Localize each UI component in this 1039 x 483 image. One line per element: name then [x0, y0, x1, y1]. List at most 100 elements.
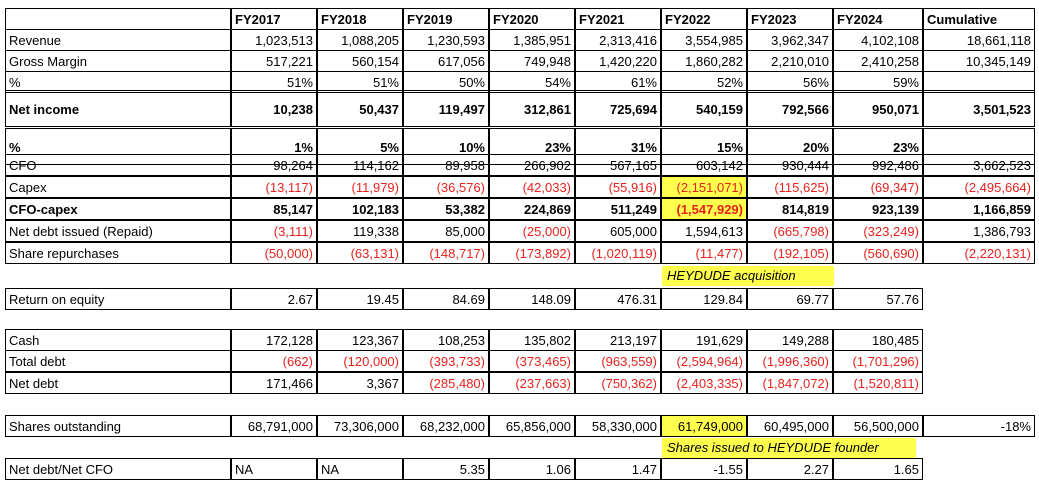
table-cell[interactable]: NA	[317, 458, 403, 480]
table-cell[interactable]: 560,154	[317, 50, 403, 72]
table-cell[interactable]: 123,367	[317, 329, 403, 351]
table-cell[interactable]: (750,362)	[575, 372, 661, 394]
table-cell[interactable]: 4,102,108	[833, 29, 923, 51]
table-cell[interactable]: (173,892)	[489, 242, 575, 264]
table-cell[interactable]: 312,861	[489, 90, 575, 127]
table-cell[interactable]: 923,139	[833, 198, 923, 220]
table-cell[interactable]: 3,662,523	[923, 154, 1035, 176]
row-label[interactable]: Cash	[5, 329, 231, 351]
table-cell[interactable]: (11,477)	[661, 242, 747, 264]
table-cell[interactable]: 1,088,205	[317, 29, 403, 51]
table-cell[interactable]: (50,000)	[231, 242, 317, 264]
table-cell[interactable]: 567,165	[575, 154, 661, 176]
table-cell[interactable]: -18%	[923, 415, 1035, 437]
table-cell[interactable]: 1.47	[575, 458, 661, 480]
table-cell[interactable]: (1,701,296)	[833, 350, 923, 372]
table-cell[interactable]: (323,249)	[833, 220, 923, 242]
table-cell[interactable]: 172,128	[231, 329, 317, 351]
column-header-fy2018[interactable]: FY2018	[317, 8, 403, 30]
table-cell[interactable]: (120,000)	[317, 350, 403, 372]
table-cell[interactable]: 3,962,347	[747, 29, 833, 51]
row-label[interactable]: Shares outstanding	[5, 415, 231, 437]
table-cell[interactable]: 129.84	[661, 288, 747, 310]
table-cell[interactable]: (115,625)	[747, 176, 833, 198]
row-label[interactable]: Return on equity	[5, 288, 231, 310]
table-cell[interactable]: 58,330,000	[575, 415, 661, 437]
table-cell[interactable]: 1,860,282	[661, 50, 747, 72]
row-label[interactable]: CFO-capex	[5, 198, 231, 220]
table-cell[interactable]: -1.55	[661, 458, 747, 480]
row-label[interactable]: %	[5, 128, 231, 165]
table-cell[interactable]: 23%	[489, 128, 575, 165]
table-cell[interactable]: 10,345,149	[923, 50, 1035, 72]
row-label[interactable]: Net debt/Net CFO	[5, 458, 231, 480]
table-cell[interactable]: (2,495,664)	[923, 176, 1035, 198]
table-cell[interactable]: 56%	[747, 71, 833, 93]
table-cell[interactable]: 792,566	[747, 90, 833, 127]
table-cell[interactable]: 2.67	[231, 288, 317, 310]
table-cell[interactable]: (560,690)	[833, 242, 923, 264]
table-cell[interactable]: 20%	[747, 128, 833, 165]
table-cell[interactable]: (13,117)	[231, 176, 317, 198]
table-cell[interactable]: (963,559)	[575, 350, 661, 372]
table-cell[interactable]: 930,444	[747, 154, 833, 176]
table-cell[interactable]: (192,105)	[747, 242, 833, 264]
table-cell[interactable]: (42,033)	[489, 176, 575, 198]
table-cell[interactable]: (665,798)	[747, 220, 833, 242]
table-cell[interactable]: 65,856,000	[489, 415, 575, 437]
table-cell[interactable]: (1,020,119)	[575, 242, 661, 264]
table-cell[interactable]: 114,162	[317, 154, 403, 176]
table-cell[interactable]: 148.09	[489, 288, 575, 310]
table-cell[interactable]: 68,232,000	[403, 415, 489, 437]
table-cell[interactable]: 476.31	[575, 288, 661, 310]
table-cell[interactable]: 119,497	[403, 90, 489, 127]
table-cell[interactable]: 149,288	[747, 329, 833, 351]
table-cell[interactable]: (2,220,131)	[923, 242, 1035, 264]
table-cell[interactable]: 213,197	[575, 329, 661, 351]
table-cell[interactable]: 1,385,951	[489, 29, 575, 51]
row-label[interactable]: Capex	[5, 176, 231, 198]
table-cell[interactable]: (1,547,929)	[661, 198, 747, 220]
table-cell[interactable]: 1%	[231, 128, 317, 165]
table-cell[interactable]: 108,253	[403, 329, 489, 351]
table-cell[interactable]: (1,520,811)	[833, 372, 923, 394]
table-cell[interactable]: 51%	[231, 71, 317, 93]
table-cell[interactable]: 1.65	[833, 458, 923, 480]
column-header-fy2020[interactable]: FY2020	[489, 8, 575, 30]
row-label[interactable]: %	[5, 71, 231, 93]
table-cell[interactable]: 992,486	[833, 154, 923, 176]
table-cell[interactable]: 540,159	[661, 90, 747, 127]
table-cell[interactable]: 1,230,593	[403, 29, 489, 51]
row-label[interactable]: Net debt	[5, 372, 231, 394]
table-cell[interactable]: 3,554,985	[661, 29, 747, 51]
column-header-fy2017[interactable]: FY2017	[231, 8, 317, 30]
table-cell[interactable]: 60,495,000	[747, 415, 833, 437]
table-cell[interactable]: (55,916)	[575, 176, 661, 198]
table-cell[interactable]: 1,594,613	[661, 220, 747, 242]
table-cell[interactable]: 725,694	[575, 90, 661, 127]
header-blank[interactable]	[5, 8, 231, 30]
table-cell[interactable]: 749,948	[489, 50, 575, 72]
table-cell[interactable]: 814,819	[747, 198, 833, 220]
column-header-fy2019[interactable]: FY2019	[403, 8, 489, 30]
table-cell[interactable]: 61,749,000	[661, 415, 747, 437]
table-cell[interactable]: 950,071	[833, 90, 923, 127]
column-header-cumulative[interactable]: Cumulative	[923, 8, 1035, 30]
table-cell[interactable]: (393,733)	[403, 350, 489, 372]
table-cell[interactable]: 1,166,859	[923, 198, 1035, 220]
table-cell[interactable]: 85,147	[231, 198, 317, 220]
table-cell[interactable]: 1,386,793	[923, 220, 1035, 242]
table-cell[interactable]: (25,000)	[489, 220, 575, 242]
table-cell[interactable]: 84.69	[403, 288, 489, 310]
table-cell[interactable]: (237,663)	[489, 372, 575, 394]
table-cell[interactable]: 135,802	[489, 329, 575, 351]
table-cell[interactable]: (373,465)	[489, 350, 575, 372]
table-cell[interactable]: 59%	[833, 71, 923, 93]
table-cell[interactable]: (148,717)	[403, 242, 489, 264]
table-cell[interactable]: 1,420,220	[575, 50, 661, 72]
table-cell[interactable]: 85,000	[403, 220, 489, 242]
table-cell[interactable]: 603,142	[661, 154, 747, 176]
table-cell[interactable]: 69.77	[747, 288, 833, 310]
table-cell[interactable]: (11,979)	[317, 176, 403, 198]
table-cell[interactable]: 73,306,000	[317, 415, 403, 437]
